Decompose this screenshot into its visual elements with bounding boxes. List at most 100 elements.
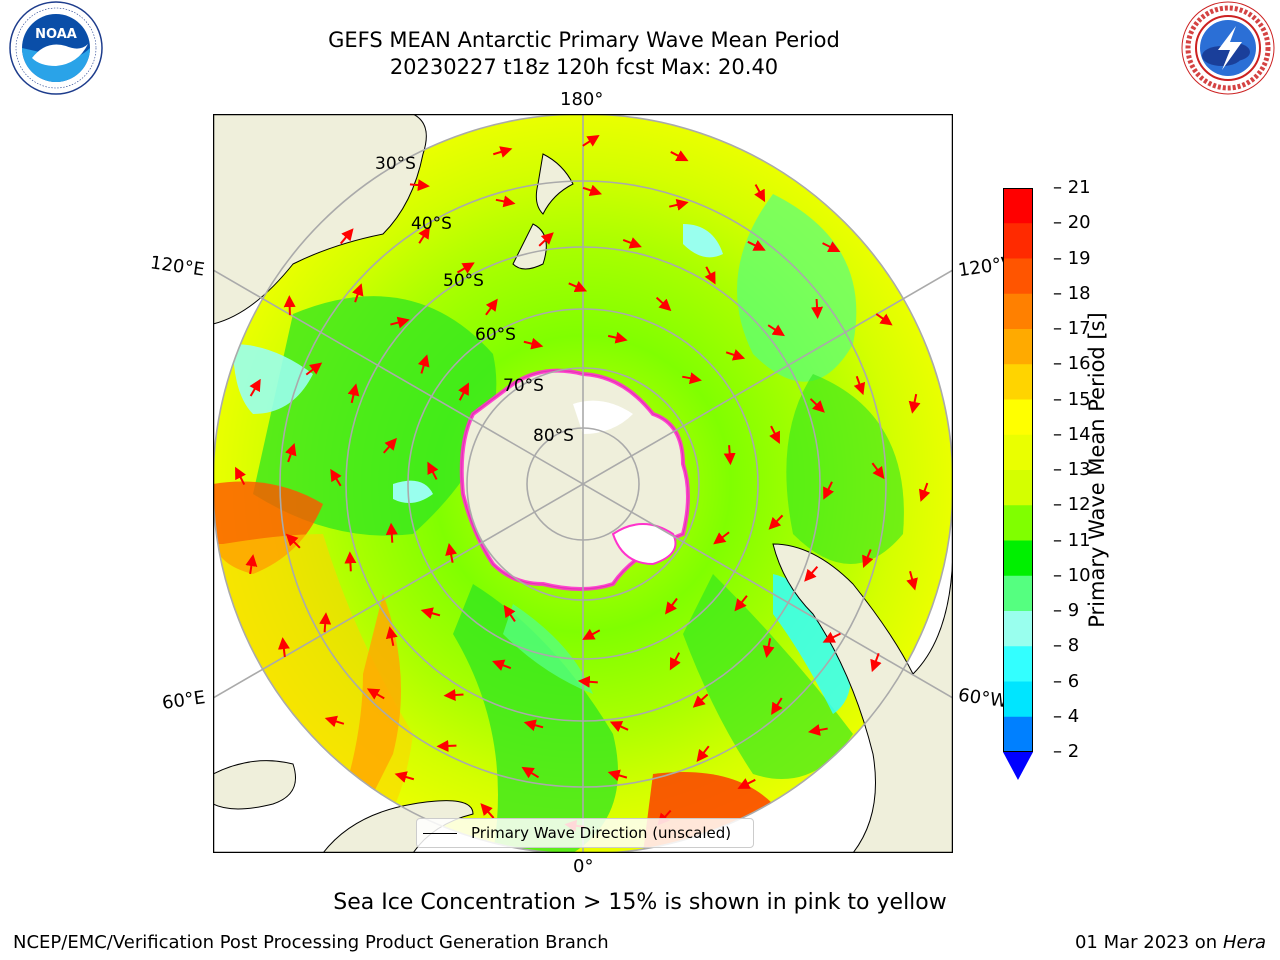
- wave-arrow: [324, 715, 345, 728]
- colorbar-label: Primary Wave Mean Period [s]: [1085, 312, 1109, 628]
- wave-arrow: [871, 462, 885, 480]
- wave-arrow: [870, 652, 882, 673]
- wave-arrow: [417, 354, 430, 374]
- colorbar-tick-label: – 17: [1053, 318, 1091, 339]
- colorbar-band: [1003, 470, 1033, 506]
- map-legend: Primary Wave Direction (unscaled): [416, 818, 754, 848]
- wave-arrow: [582, 135, 600, 147]
- colorbar-tick-label: – 15: [1053, 388, 1091, 410]
- map-border: [213, 114, 953, 853]
- wave-arrow: [918, 482, 931, 502]
- legend-label: Primary Wave Direction (unscaled): [471, 824, 732, 842]
- lon-label-60e: 60°E: [160, 687, 207, 714]
- noaa-logo: NOAA: [9, 1, 103, 95]
- colorbar-band: [1003, 293, 1033, 330]
- wave-arrow: [822, 241, 841, 253]
- wave-arrow: [277, 637, 290, 658]
- wave-arrow: [723, 445, 736, 466]
- wave-arrow: [823, 481, 834, 500]
- colorbar-band: [1003, 716, 1033, 753]
- colorbar-tick-label: – 21: [1053, 177, 1091, 198]
- wave-arrow: [427, 461, 439, 480]
- ross-sea-ice: [573, 400, 633, 434]
- wave-arrow: [420, 607, 441, 619]
- colorbar-band: [1003, 575, 1033, 612]
- wave-arrow: [305, 362, 323, 376]
- footer-host: Hera: [1222, 932, 1266, 953]
- wave-arrow: [249, 378, 261, 397]
- colorbar-band: [1003, 540, 1033, 577]
- wave-arrow: [692, 693, 709, 708]
- wave-arrow: [704, 266, 716, 285]
- sea-ice-caption: Sea Ice Concentration > 15% is shown in …: [333, 890, 947, 915]
- wave-arrow: [330, 468, 342, 487]
- wave-arrow: [443, 689, 464, 702]
- colorbar-band: [1003, 364, 1033, 400]
- map-title: GEFS MEAN Antarctic Primary Wave Mean Pe…: [328, 28, 840, 52]
- lat-label-80s: 80°S: [533, 426, 574, 446]
- wave-arrow: [737, 778, 756, 789]
- colorbar-band: [1003, 329, 1033, 365]
- colorbar-band: [1003, 611, 1033, 647]
- colorbar-tick-label: – 19: [1053, 247, 1091, 269]
- wave-arrow: [285, 533, 301, 549]
- map-subtitle: 20230227 t18z 120h fcst Max: 20.40: [389, 55, 779, 79]
- wave-arrow: [503, 604, 516, 622]
- lat-label-40s: 40°S: [411, 214, 452, 234]
- wave-arrow: [492, 659, 512, 671]
- weddell-sea-ice: [611, 523, 677, 566]
- wave-arrow: [352, 283, 364, 303]
- wave-arrow: [495, 195, 516, 208]
- nws-logo: [1181, 1, 1275, 95]
- wave-arrow: [492, 146, 513, 158]
- wave-arrow: [754, 184, 766, 203]
- colorbar-tick-label: – 12: [1053, 494, 1091, 516]
- wave-arrow: [811, 298, 824, 319]
- wave-arrow: [665, 597, 678, 615]
- wave-arrow: [822, 631, 841, 643]
- wave-arrow: [521, 766, 540, 779]
- colorbar-band: [1003, 188, 1033, 224]
- wave-arrow: [456, 262, 475, 274]
- colorbar-tick-label: – 2: [1053, 741, 1080, 762]
- colorbar-extend-triangle: [1003, 752, 1033, 780]
- wave-arrow: [906, 570, 918, 591]
- wave-arrow: [771, 697, 783, 716]
- wave-arrow: [809, 398, 825, 413]
- antarctic-map: 30°S 40°S 50°S 60°S 70°S 80°S: [213, 114, 953, 853]
- lon-label-120e: 120°E: [148, 252, 206, 281]
- wave-arrow: [480, 803, 495, 819]
- madagascar-landmass: [213, 760, 296, 810]
- wave-arrow: [285, 443, 297, 463]
- wave-arrow: [609, 721, 629, 732]
- wave-arrow: [607, 331, 628, 344]
- wave-arrow: [747, 239, 766, 251]
- svg-text:NOAA: NOAA: [35, 27, 77, 42]
- wave-arrow: [908, 393, 921, 414]
- wave-arrow: [767, 324, 785, 337]
- lon-label-60w: 60°W: [956, 684, 1009, 713]
- wave-arrow: [409, 179, 430, 192]
- wave-arrow: [538, 232, 554, 247]
- wave-arrow: [725, 349, 746, 361]
- wave-arrow: [458, 382, 469, 401]
- wave-arrow: [385, 626, 398, 647]
- colorbar-tick-label: – 16: [1053, 353, 1091, 375]
- colorbar-tick-label: – 4: [1053, 705, 1080, 727]
- wave-arrow: [577, 675, 598, 688]
- wave-direction-arrows: [235, 135, 931, 832]
- colorbar-tick-label: – 9: [1053, 600, 1080, 621]
- wave-arrow: [394, 771, 415, 783]
- wave-arrow: [523, 719, 544, 732]
- wave-arrow: [383, 437, 397, 454]
- wave-arrow: [682, 372, 702, 385]
- colorbar-band: [1003, 646, 1033, 682]
- lon-label-180: 180°: [560, 89, 604, 110]
- colorbar-band: [1003, 434, 1033, 471]
- wave-arrow: [366, 688, 385, 700]
- lat-label-30s: 30°S: [375, 154, 416, 174]
- colorbar-tick-label: – 14: [1053, 423, 1091, 445]
- wave-arrow: [582, 184, 603, 197]
- colorbar-tick-label: – 18: [1053, 282, 1091, 304]
- wave-arrow: [804, 566, 819, 582]
